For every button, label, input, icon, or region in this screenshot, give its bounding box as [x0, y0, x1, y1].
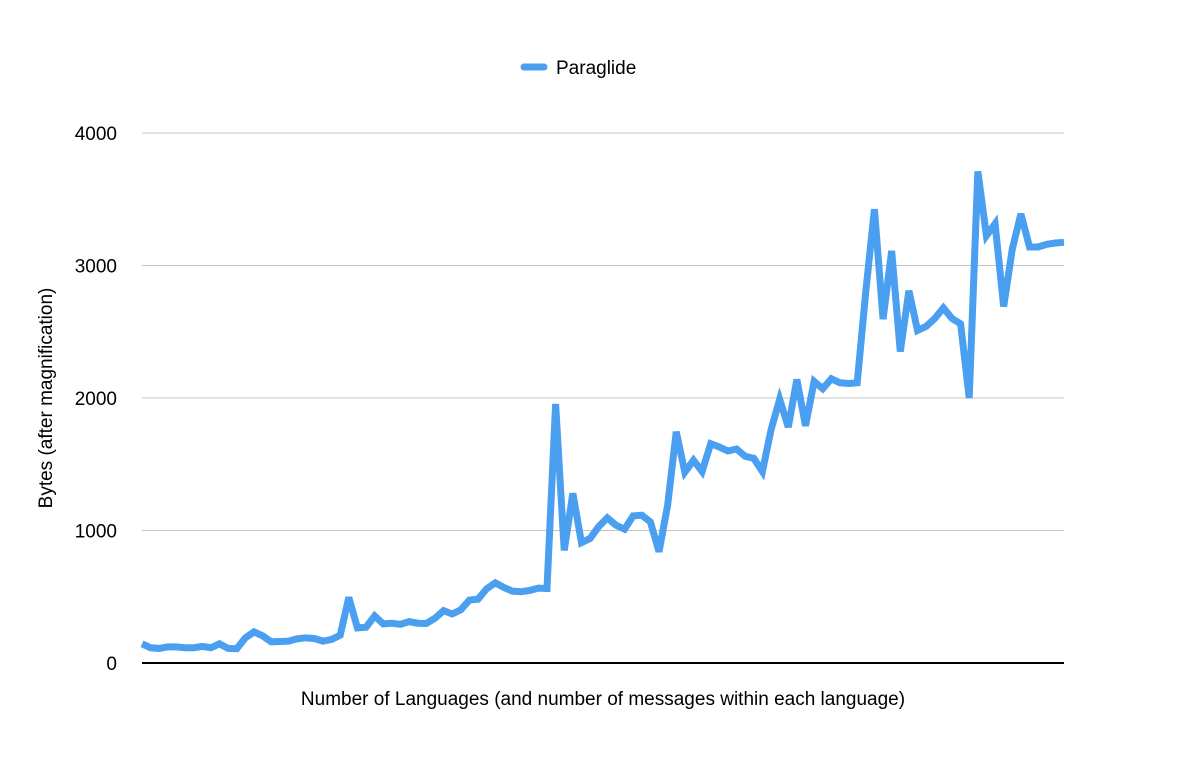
y-tick-label-0: 0: [106, 654, 117, 675]
series-line-paraglide: [140, 170, 1065, 653]
legend: Paraglide: [520, 58, 636, 79]
y-axis-ticks: 0 1000 2000 3000 4000: [75, 124, 117, 675]
x-axis-title: Number of Languages (and number of messa…: [301, 689, 905, 710]
y-axis-title: Bytes (after magnification): [36, 288, 57, 509]
y-tick-label-2000: 2000: [75, 389, 117, 410]
y-tick-label-1000: 1000: [75, 522, 117, 543]
legend-label-paraglide: Paraglide: [556, 58, 636, 79]
y-tick-label-3000: 3000: [75, 257, 117, 278]
y-tick-label-4000: 4000: [75, 124, 117, 145]
gridlines: [142, 132, 1064, 531]
